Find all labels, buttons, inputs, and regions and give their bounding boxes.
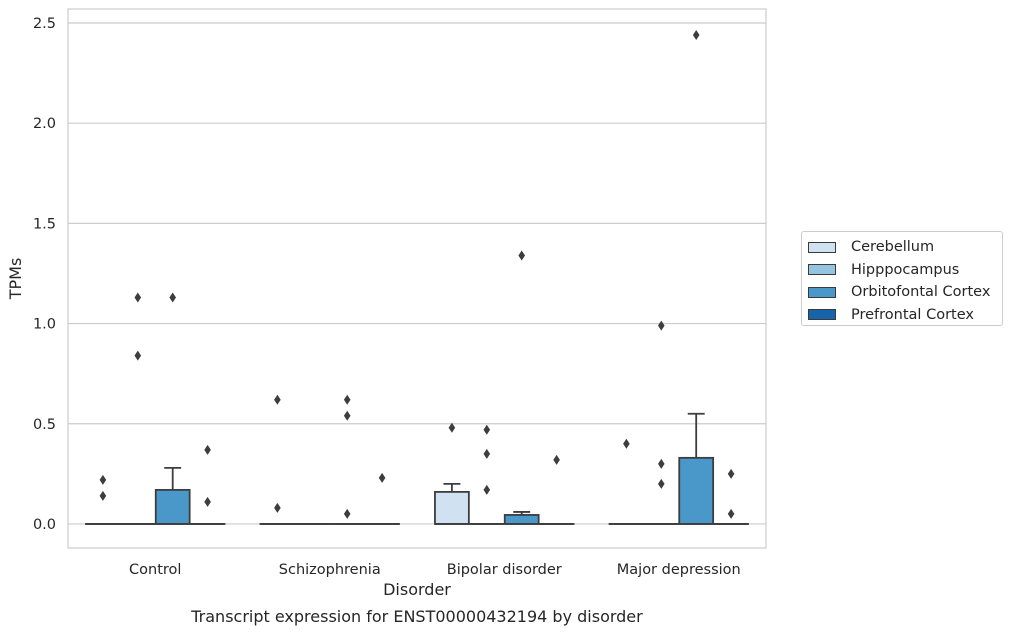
outlier-point [727, 468, 735, 479]
outlier-point [99, 490, 107, 501]
outlier-point [99, 474, 107, 485]
outlier-point [483, 448, 491, 459]
outlier-point [692, 30, 700, 41]
outlier-point [134, 292, 142, 303]
legend-label: Hipppocampus [851, 261, 960, 278]
chart-caption: Transcript expression for ENST0000043219… [191, 607, 643, 626]
y-tick-label: 2.0 [33, 116, 56, 132]
box-group [468, 424, 505, 525]
box-group [85, 474, 121, 525]
legend-swatch [808, 241, 836, 253]
box-group [608, 438, 645, 525]
box-group [503, 250, 540, 525]
box-group [538, 454, 575, 525]
outlier-point [727, 508, 735, 519]
outlier-point [343, 410, 351, 421]
plot-area-frame [67, 8, 767, 549]
box [678, 456, 715, 525]
legend-label: Prefrontal Cortex [851, 306, 974, 323]
outlier-point [343, 394, 351, 405]
outlier-point [658, 478, 665, 489]
outlier-point [169, 292, 176, 303]
legend-item: Cerebellum [808, 236, 1002, 259]
outlier-point [553, 454, 560, 465]
y-tick-label: 0.0 [33, 517, 56, 533]
x-tick-label: Schizophrenia [279, 562, 381, 578]
box-group [643, 320, 680, 525]
box-group [678, 30, 715, 525]
outlier-point [623, 438, 630, 449]
y-tick-label: 1.0 [33, 317, 56, 333]
legend-item: Hipppocampus [808, 259, 1002, 282]
outlier-point [483, 424, 491, 435]
box-marks [85, 30, 749, 525]
y-axis-label: TPMs [6, 258, 25, 301]
legend-swatch [808, 286, 836, 298]
grid-lines [68, 22, 766, 525]
outlier-point [134, 350, 142, 361]
legend-item: Orbitofontal Cortex [808, 281, 1002, 304]
outlier-point [343, 508, 351, 519]
y-tick-label: 0.5 [33, 417, 56, 433]
box [434, 490, 470, 525]
outlier-point [204, 444, 211, 455]
box-group [189, 444, 226, 525]
legend-label: Cerebellum [851, 239, 935, 256]
box-group [713, 468, 749, 525]
legend-swatch [808, 264, 836, 276]
box-group [154, 292, 191, 525]
box-group [434, 422, 470, 525]
box-group [329, 394, 366, 525]
box [154, 488, 191, 525]
x-tick-label: Control [129, 562, 181, 578]
outlier-point [274, 394, 281, 405]
tick-labels: 0.0 0.5 1.0 1.5 2.0 2.5 Control Schizophrenia Bi… [33, 16, 741, 578]
x-axis-label: Disorder [383, 580, 451, 599]
box-group [364, 472, 400, 525]
x-tick-label: Major depression [617, 562, 741, 578]
outlier-point [378, 472, 386, 483]
outlier-point [204, 496, 211, 507]
outlier-point [518, 250, 525, 261]
outlier-point [658, 458, 665, 469]
legend-label: Orbitofontal Cortex [851, 284, 991, 301]
x-tick-label: Bipolar disorder [447, 562, 562, 578]
legend: Cerebellum Hipppocampus Orbitofontal Corte… [801, 231, 1003, 326]
box [503, 514, 540, 525]
outlier-point [274, 502, 281, 513]
y-tick-label: 1.5 [33, 216, 56, 232]
box-group [119, 292, 156, 525]
box-group [259, 394, 296, 525]
outlier-point [448, 422, 456, 433]
outlier-point [483, 484, 491, 495]
legend-swatch [808, 309, 836, 321]
legend-item: Prefrontal Cortex [808, 304, 1002, 327]
outlier-point [658, 320, 665, 331]
y-tick-label: 2.5 [33, 16, 56, 32]
